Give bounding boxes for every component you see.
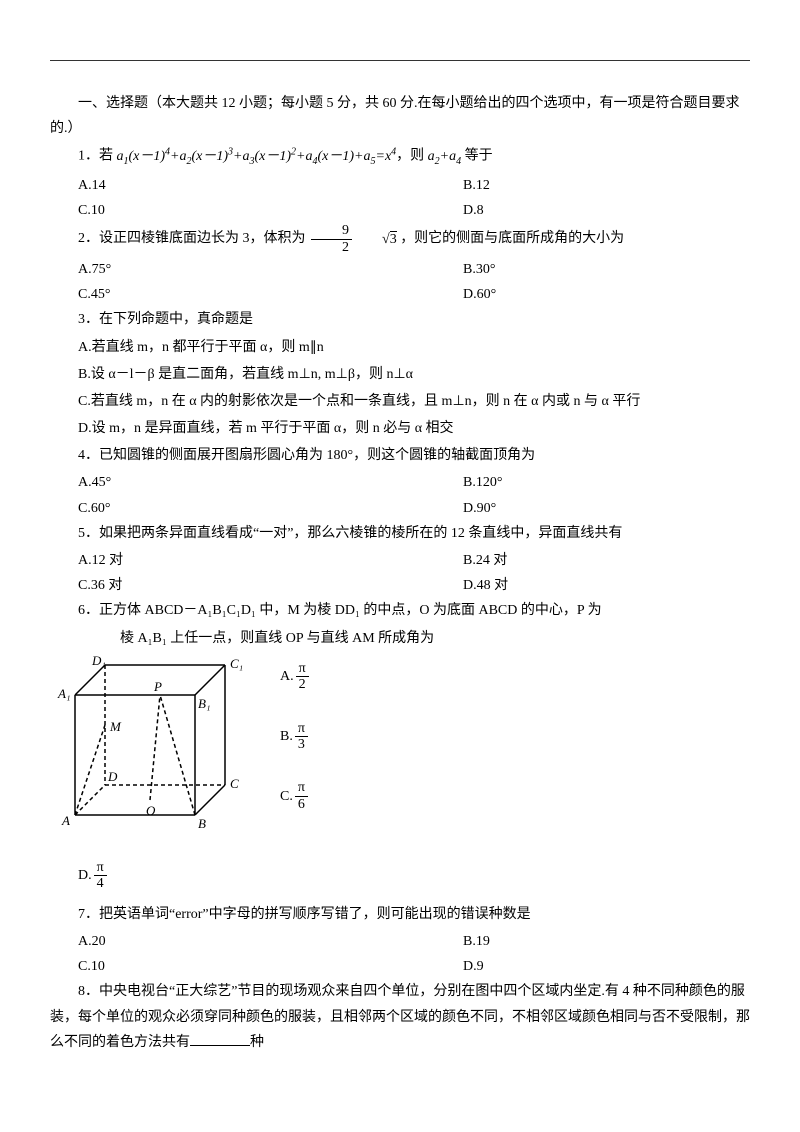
lbl-C1: C₁	[230, 656, 243, 671]
q5-D: D.48 对	[463, 573, 778, 598]
q1-stem: 1．若 a1(x－1)4+a2(x－1)3+a3(x－1)2+a4(x－1)+a…	[50, 143, 750, 170]
q4-stem: 4．已知圆锥的侧面展开图扇形圆心角为 180°，则这个圆锥的轴截面顶角为	[50, 443, 750, 468]
q5-C: C.36 对	[50, 573, 463, 598]
q2-A: A.75°	[50, 257, 463, 282]
q5-B: B.24 对	[463, 548, 778, 573]
q4-row2: C.60° D.90°	[50, 496, 750, 521]
top-rule	[50, 60, 750, 61]
q7-row1: A.20 B.19	[50, 929, 750, 954]
q7-C: C.10	[50, 954, 463, 979]
q2-row2: C.45° D.60°	[50, 282, 750, 307]
q1-expr: a1(x－1)4+a2(x－1)3+a3(x－1)2+a4(x－1)+a5=x4	[117, 149, 397, 164]
lbl-B1: B₁	[198, 696, 210, 711]
q1-row2: C.10 D.8	[50, 198, 750, 223]
lbl-C: C	[230, 776, 239, 791]
q3-C: C.若直线 m，n 在 α 内的射影依次是一个点和一条直线，且 m⊥n，则 n …	[50, 389, 750, 414]
q2-row1: A.75° B.30°	[50, 257, 750, 282]
q1-prefix: 1．若	[78, 149, 117, 164]
q5-row2: C.36 对 D.48 对	[50, 573, 750, 598]
lbl-A1: A₁	[57, 686, 70, 701]
q7-stem: 7．把英语单词“error”中字母的拼写顺序写错了，则可能出现的错误种数是	[50, 902, 750, 927]
q6-options: A. π2 B. π3 C. π6	[280, 653, 311, 812]
q5-stem: 5．如果把两条异面直线看成“一对”，那么六棱锥的棱所在的 12 条直线中，异面直…	[50, 521, 750, 546]
q2-frac: 9 2	[311, 223, 352, 255]
q2-C: C.45°	[50, 282, 463, 307]
q5-row1: A.12 对 B.24 对	[50, 548, 750, 573]
q6-C: C. π6	[280, 780, 311, 812]
q2-D: D.60°	[463, 282, 778, 307]
q2-suffix: ，则它的侧面与底面所成角的大小为	[400, 231, 624, 246]
lbl-A: A	[61, 813, 70, 828]
q6-block: D₁ C₁ A₁ B₁ P M D C A B O A. π2 B. π3 C.	[50, 653, 750, 842]
q3-D: D.设 m，n 是异面直线，若 m 平行于平面 α，则 n 必与 α 相交	[50, 416, 750, 441]
q7-D: D.9	[463, 954, 778, 979]
q2-B: B.30°	[463, 257, 778, 282]
q2-sqrt: √3	[354, 227, 397, 252]
lbl-D1: D₁	[91, 653, 106, 668]
q6-stem-l1: 6．正方体 ABCD－A₁B₁C₁D₁ 中，M 为棱 DD₁ 的中点，O 为底面…	[50, 598, 750, 623]
q4-A: A.45°	[50, 470, 463, 495]
q4-C: C.60°	[50, 496, 463, 521]
cube-diagram: D₁ C₁ A₁ B₁ P M D C A B O	[50, 653, 260, 842]
q6-B: B. π3	[280, 721, 311, 753]
lbl-P: P	[153, 679, 162, 694]
section-instructions: 一、选择题（本大题共 12 小题；每小题 5 分，共 60 分.在每小题给出的四…	[50, 91, 750, 141]
q6-A: A. π2	[280, 661, 311, 693]
q1-A: A.14	[50, 173, 463, 198]
q7-B: B.19	[463, 929, 778, 954]
q6-stem-l2: 棱 A₁B₁ 上任一点，则直线 OP 与直线 AM 所成角为	[50, 626, 750, 651]
q1-suffix: ，则 a2+a4 等于	[396, 149, 492, 164]
lbl-O: O	[146, 803, 156, 818]
q7-A: A.20	[50, 929, 463, 954]
q6-D: D. π4	[50, 860, 750, 892]
q1-D: D.8	[463, 198, 778, 223]
cube-svg: D₁ C₁ A₁ B₁ P M D C A B O	[50, 653, 260, 833]
q3-A: A.若直线 m，n 都平行于平面 α，则 m∥n	[50, 335, 750, 360]
lbl-D: D	[107, 769, 118, 784]
lbl-M: M	[109, 719, 122, 734]
q1-C: C.10	[50, 198, 463, 223]
lbl-B: B	[198, 816, 206, 831]
q8-stem: 8．中央电视台“正大综艺”节目的现场观众来自四个单位，分别在图中四个区域内坐定.…	[50, 979, 750, 1055]
q1-row1: A.14 B.12	[50, 173, 750, 198]
q2-stem: 2．设正四棱锥底面边长为 3，体积为 9 2 √3 ，则它的侧面与底面所成角的大…	[50, 223, 750, 255]
q1-B: B.12	[463, 173, 778, 198]
q5-A: A.12 对	[50, 548, 463, 573]
q3-stem: 3．在下列命题中，真命题是	[50, 307, 750, 332]
q7-row2: C.10 D.9	[50, 954, 750, 979]
q8-blank	[190, 1031, 250, 1046]
q4-B: B.120°	[463, 470, 778, 495]
q3-B: B.设 α－l－β 是直二面角，若直线 m⊥n, m⊥β，则 n⊥α	[50, 362, 750, 387]
q4-D: D.90°	[463, 496, 778, 521]
q2-prefix: 2．设正四棱锥底面边长为 3，体积为	[78, 231, 306, 246]
q4-row1: A.45° B.120°	[50, 470, 750, 495]
